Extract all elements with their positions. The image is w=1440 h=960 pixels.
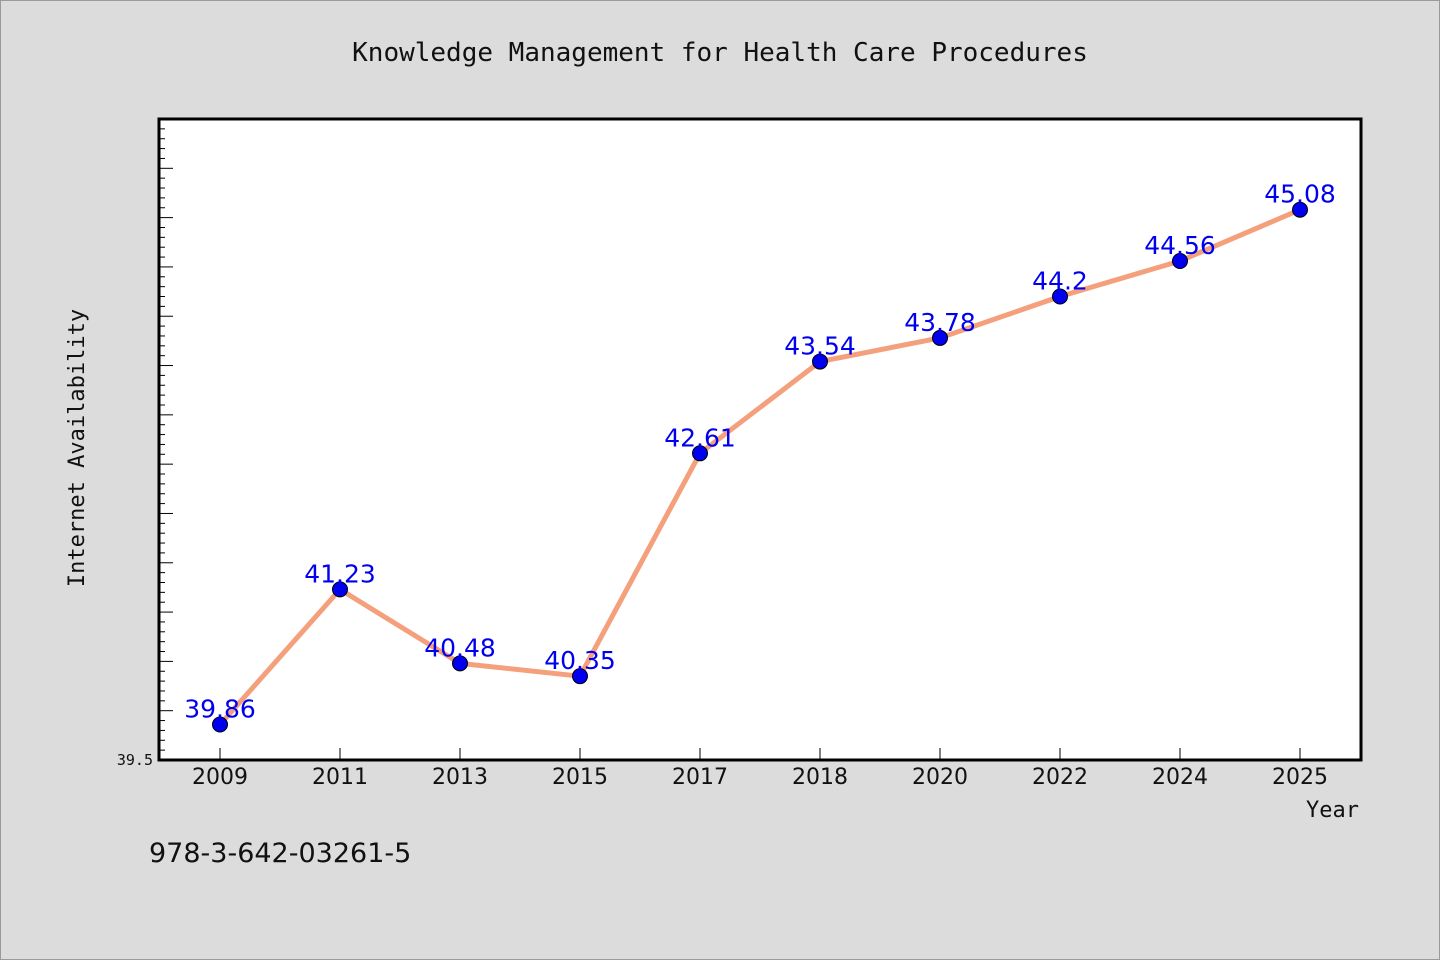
x-tick-label: 2025 (1272, 765, 1328, 790)
data-labels: 39.86 41.23 40.48 40.35 42.61 43.54 43.78 44.2 4… (184, 180, 1336, 724)
data-point (572, 668, 588, 685)
x-tick-label: 2015 (552, 765, 608, 790)
x-tick-label: 2013 (432, 765, 488, 790)
data-markers (212, 201, 1308, 733)
plot-area (157, 117, 1363, 762)
data-point (932, 329, 948, 346)
footer-isbn: 978-3-642-03261-5 (149, 838, 411, 869)
x-tick-label: 2020 (912, 765, 968, 790)
series-line (217, 207, 1303, 727)
data-label: 44.56 (1144, 231, 1216, 260)
data-point (212, 716, 228, 733)
data-point (1052, 288, 1068, 305)
x-axis-label: Year (1306, 798, 1359, 823)
data-label: 43.78 (904, 308, 976, 337)
x-axis-ticks: 2009 2011 2013 2015 2017 2018 2020 2022 2024 2025 (192, 748, 1328, 790)
data-label: 42.61 (664, 423, 736, 452)
data-label: 45.08 (1264, 180, 1336, 209)
data-label: 41.23 (304, 559, 376, 588)
data-point (1172, 253, 1188, 270)
data-point (452, 655, 468, 672)
data-point (332, 581, 348, 598)
data-label: 39.86 (184, 694, 256, 723)
data-label: 40.48 (424, 633, 496, 662)
x-tick-label: 2022 (1032, 765, 1088, 790)
y-tick-label: 39.5 (117, 751, 153, 769)
data-label: 44.2 (1032, 267, 1088, 296)
data-point (1292, 201, 1308, 218)
x-tick-label: 2009 (192, 765, 248, 790)
data-label: 43.54 (784, 332, 856, 361)
x-tick-label: 2018 (792, 765, 848, 790)
data-point (692, 445, 708, 462)
y-axis-ticks: 39.5 (117, 118, 173, 769)
x-tick-label: 2024 (1152, 765, 1208, 790)
data-point (812, 353, 828, 370)
chart-title: Knowledge Management for Health Care Pro… (352, 38, 1088, 68)
x-tick-label: 2017 (672, 765, 728, 790)
y-axis-label: Internet Availability (65, 309, 90, 587)
data-label: 40.35 (544, 646, 616, 675)
x-tick-label: 2011 (312, 765, 368, 790)
